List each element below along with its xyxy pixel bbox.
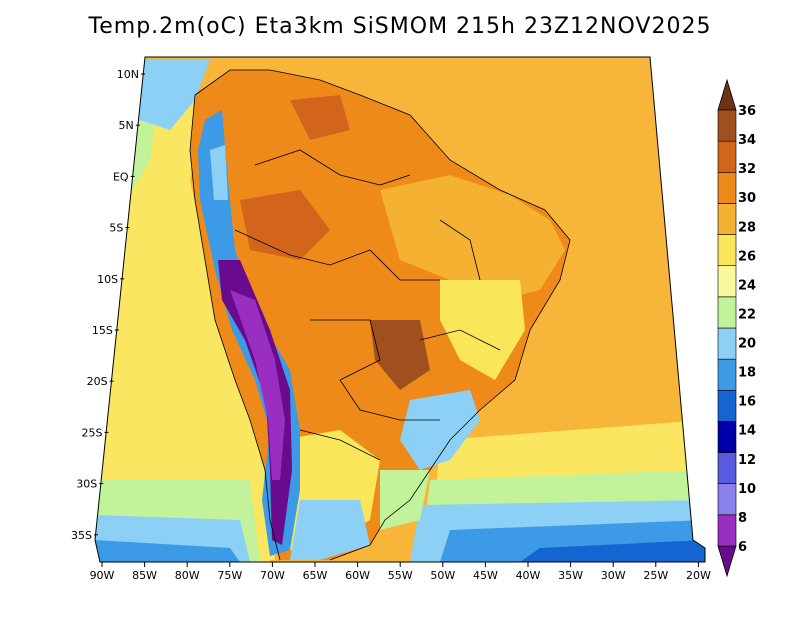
colorbar-min-triangle: [717, 545, 737, 578]
colorbar-label: 10: [738, 482, 756, 497]
lat-tick-label: 15S: [92, 324, 113, 337]
colorbar-label: 26: [738, 249, 756, 264]
lon-tick-label: 90W: [90, 569, 115, 582]
lat-tick-label: 10N: [117, 68, 139, 81]
colorbar-swatch: [717, 203, 737, 235]
colorbar-swatch: [717, 483, 737, 516]
map-title: Temp.2m(oC) Eta3km SiSMOM 215h 23Z12NOV2…: [88, 14, 712, 39]
lon-tick-label: 40W: [516, 569, 541, 582]
colorbar-label: 6: [738, 540, 747, 555]
colorbar-swatch: [717, 358, 737, 391]
colorbar-swatch: [717, 421, 737, 453]
lon-tick-label: 50W: [430, 569, 455, 582]
lat-tick-label: EQ: [113, 170, 129, 183]
lon-tick-label: 20W: [686, 569, 711, 582]
colorbar-swatch: [717, 109, 737, 142]
colorbar-label: 16: [738, 395, 756, 410]
colorbar-label: 18: [738, 366, 756, 381]
colorbar-swatch: [717, 327, 737, 360]
lon-tick-label: 45W: [473, 569, 498, 582]
lon-tick-label: 70W: [260, 569, 285, 582]
colorbar-swatch: [717, 234, 737, 267]
colorbar-label: 22: [738, 307, 756, 322]
colorbar-label: 24: [738, 278, 756, 293]
colorbar-swatch: [717, 265, 737, 298]
lon-tick-label: 55W: [388, 569, 413, 582]
lon-tick-label: 65W: [303, 569, 328, 582]
lat-tick-label: 5N: [119, 119, 134, 132]
colorbar-swatch: [717, 452, 737, 485]
lon-tick-label: 25W: [643, 569, 668, 582]
colorbar-label: 34: [738, 133, 756, 148]
lon-tick-label: 80W: [175, 569, 200, 582]
lat-tick-label: 35S: [71, 529, 92, 542]
lon-tick-label: 60W: [345, 569, 370, 582]
lat-tick-label: 25S: [81, 426, 102, 439]
colorbar-label: 32: [738, 162, 756, 177]
lat-tick-label: 10S: [97, 273, 118, 286]
colorbar-label: 12: [738, 453, 756, 468]
lon-tick-label: 35W: [558, 569, 583, 582]
colorbar-swatch: [717, 514, 737, 547]
lat-tick-label: 30S: [76, 478, 97, 491]
colorbar: 6 8 10 12 14 16 18 20 22 24 26 28 30 32 34 36: [717, 78, 756, 578]
lon-tick-label: 30W: [601, 569, 626, 582]
temperature-field: [95, 57, 705, 562]
longitude-axis: 90W 85W 80W 75W 70W 65W 60W 55W 50W 45W 40W 35W 30W 2…: [90, 562, 711, 582]
colorbar-label: 20: [738, 337, 756, 352]
lat-tick-label: 20S: [87, 375, 108, 388]
colorbar-swatch: [717, 140, 737, 173]
lat-tick-label: 5S: [109, 222, 123, 235]
colorbar-label: 36: [738, 104, 756, 119]
colorbar-label: 8: [738, 511, 747, 526]
colorbar-max-triangle: [717, 78, 737, 111]
lon-tick-label: 85W: [132, 569, 157, 582]
colorbar-swatch: [717, 389, 737, 422]
latitude-axis: 10N 5N EQ 5S 10S 15S 20S 25S 30S 35S: [71, 68, 145, 542]
lon-tick-label: 75W: [217, 569, 242, 582]
colorbar-label: 14: [738, 424, 756, 439]
colorbar-swatch: [717, 296, 737, 329]
country-borders: [189, 69, 571, 561]
colorbar-label: 28: [738, 220, 756, 235]
colorbar-swatch: [717, 171, 737, 204]
colorbar-label: 30: [738, 191, 756, 206]
